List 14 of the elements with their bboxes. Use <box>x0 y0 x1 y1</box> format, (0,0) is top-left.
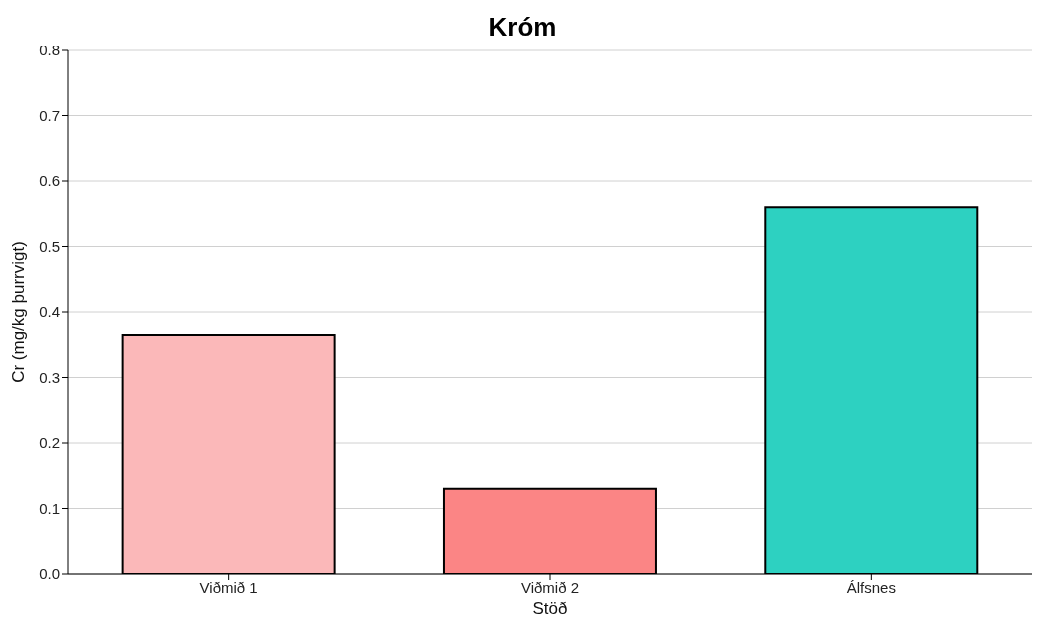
x-axis-title: Stöð <box>532 599 568 618</box>
x-tick-label: Viðmið 1 <box>199 578 258 596</box>
y-tick-label: 0.3 <box>39 368 60 386</box>
y-tick-label: 0.7 <box>39 106 60 124</box>
chart-title: Króm <box>488 12 557 42</box>
y-axis-title: Cr (mg/kg þurrvigt) <box>9 241 29 383</box>
y-tick-label: 0.1 <box>39 499 60 517</box>
y-tick-label: 0.4 <box>39 303 60 321</box>
y-tick-label: 0.2 <box>39 434 60 452</box>
y-tick-label: 0.5 <box>39 237 60 255</box>
y-tick-label: 0.0 <box>39 565 60 583</box>
y-tick-label: 0.6 <box>39 172 60 190</box>
x-tick-label: Álfsnes <box>846 578 896 596</box>
x-tick-label: Viðmið 2 <box>520 578 580 596</box>
